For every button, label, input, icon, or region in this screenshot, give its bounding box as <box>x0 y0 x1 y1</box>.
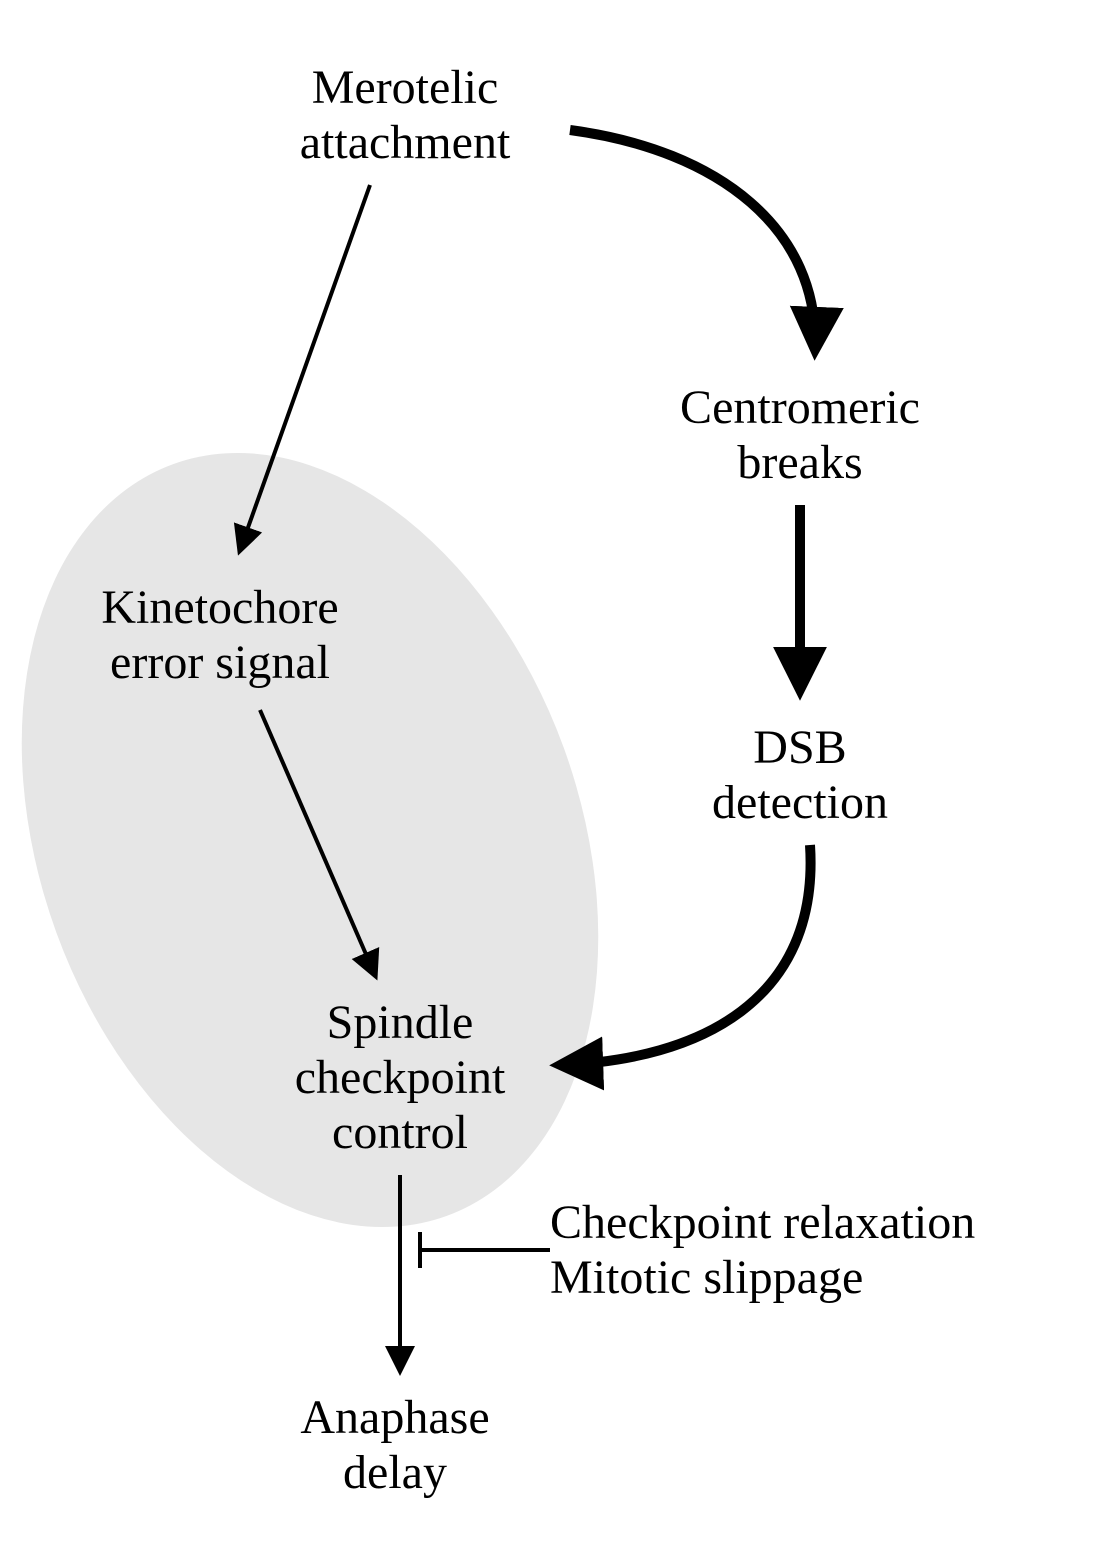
node-dsb-line1: DSB <box>712 720 888 775</box>
node-anaphase-line2: delay <box>300 1445 489 1500</box>
node-kinetochore-line2: error signal <box>101 635 338 690</box>
node-centromeric-line2: breaks <box>680 435 920 490</box>
node-merotelic-line2: attachment <box>300 115 511 170</box>
node-dsb: DSBdetection <box>712 720 888 830</box>
node-relax-line2: Mitotic slippage <box>550 1250 975 1305</box>
edge-relax_inhibits_spindle_anaphase <box>420 1232 550 1268</box>
node-spindle-line3: control <box>295 1105 506 1160</box>
node-anaphase: Anaphasedelay <box>300 1390 489 1500</box>
edge-merotelic_to_centromeric <box>570 130 815 350</box>
node-merotelic: Merotelicattachment <box>300 60 511 170</box>
edges-layer <box>0 0 1095 1544</box>
node-centromeric: Centromericbreaks <box>680 380 920 490</box>
node-kinetochore-line1: Kinetochore <box>101 580 338 635</box>
diagram-stage: Merotelicattachment Centromericbreaks Kine… <box>0 0 1095 1544</box>
node-spindle: Spindlecheckpointcontrol <box>295 995 506 1161</box>
node-kinetochore: Kinetochoreerror signal <box>101 580 338 690</box>
node-centromeric-line1: Centromeric <box>680 380 920 435</box>
node-anaphase-line1: Anaphase <box>300 1390 489 1445</box>
highlight-ellipse <box>0 372 701 1308</box>
node-merotelic-line1: Merotelic <box>300 60 511 115</box>
node-spindle-line2: checkpoint <box>295 1050 506 1105</box>
node-spindle-line1: Spindle <box>295 995 506 1050</box>
node-relax: Checkpoint relaxationMitotic slippage <box>550 1195 975 1305</box>
node-relax-line1: Checkpoint relaxation <box>550 1195 975 1250</box>
node-dsb-line2: detection <box>712 775 888 830</box>
